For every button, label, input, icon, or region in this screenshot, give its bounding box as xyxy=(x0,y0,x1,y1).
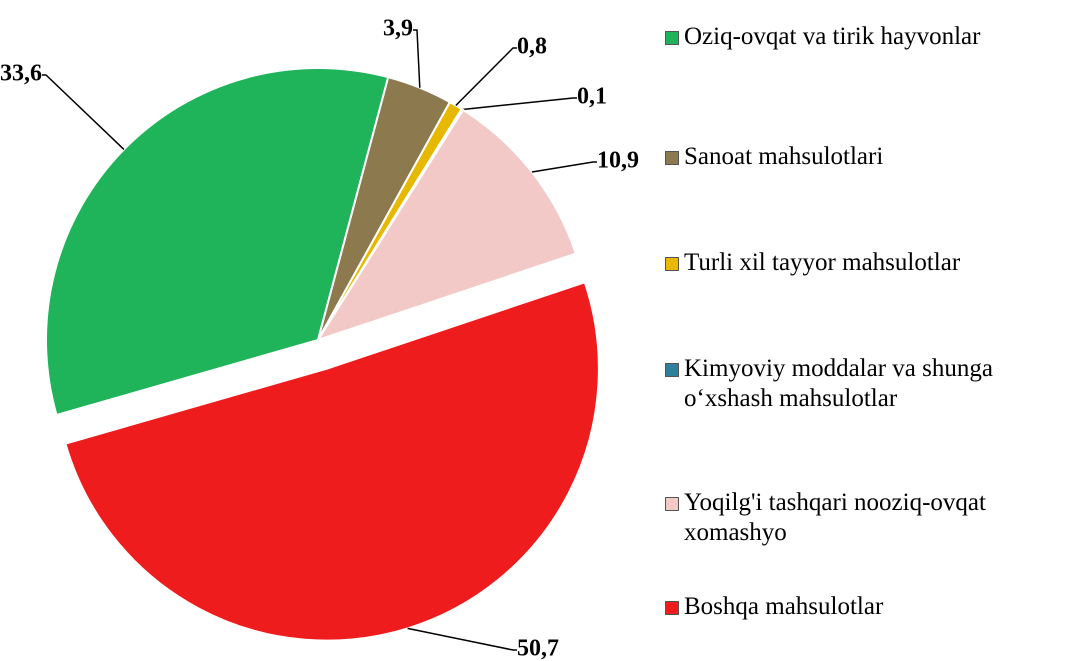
legend-swatch xyxy=(665,151,679,165)
legend-item: Kimyoviy moddalar va shunga o‘xshash mah… xyxy=(662,354,1074,414)
legend-item: Yoqilg'i tashqari nooziq-ovqat xomashyo xyxy=(662,488,1074,548)
legend-item: Turli xil tayyor mahsulotlar xyxy=(662,248,1074,278)
legend-swatch xyxy=(665,31,679,45)
leader-line xyxy=(462,97,577,111)
pie-slice xyxy=(315,108,578,342)
data-label: 0,8 xyxy=(517,34,547,60)
leader-line xyxy=(42,74,125,150)
legend-swatch xyxy=(665,497,679,511)
legend-label: Turli xil tayyor mahsulotlar xyxy=(684,249,961,276)
legend-item: Oziq-ovqat va tirik hayvonlar xyxy=(662,22,1074,52)
pie-slice xyxy=(45,67,390,417)
data-label: 0,1 xyxy=(577,84,607,110)
data-label: 33,6 xyxy=(0,61,42,87)
data-label: 10,9 xyxy=(597,148,639,174)
legend-item: Boshqa mahsulotlar xyxy=(662,592,1074,622)
legend-item: Sanoat mahsulotlari xyxy=(662,142,1074,172)
legend-label: Yoqilg'i tashqari nooziq-ovqat xomashyo xyxy=(684,489,986,546)
chart: 33,6 3,9 0,8 0,1 10,9 50,7 xyxy=(0,16,639,661)
legend-swatch xyxy=(665,363,679,377)
legend-label: Boshqa mahsulotlar xyxy=(684,593,884,620)
legend-label: Oziq-ovqat va tirik hayvonlar xyxy=(684,23,981,50)
leader-line xyxy=(413,29,421,88)
leader-line xyxy=(407,627,517,651)
data-label: 50,7 xyxy=(517,636,559,661)
legend-swatch xyxy=(665,257,679,271)
legend-label: Sanoat mahsulotlari xyxy=(684,143,884,170)
legend-swatch xyxy=(665,601,679,615)
data-label: 3,9 xyxy=(383,16,413,42)
leader-line xyxy=(531,161,597,173)
leader-line xyxy=(455,47,517,107)
legend-label: Kimyoviy moddalar va shunga o‘xshash mah… xyxy=(684,355,993,412)
